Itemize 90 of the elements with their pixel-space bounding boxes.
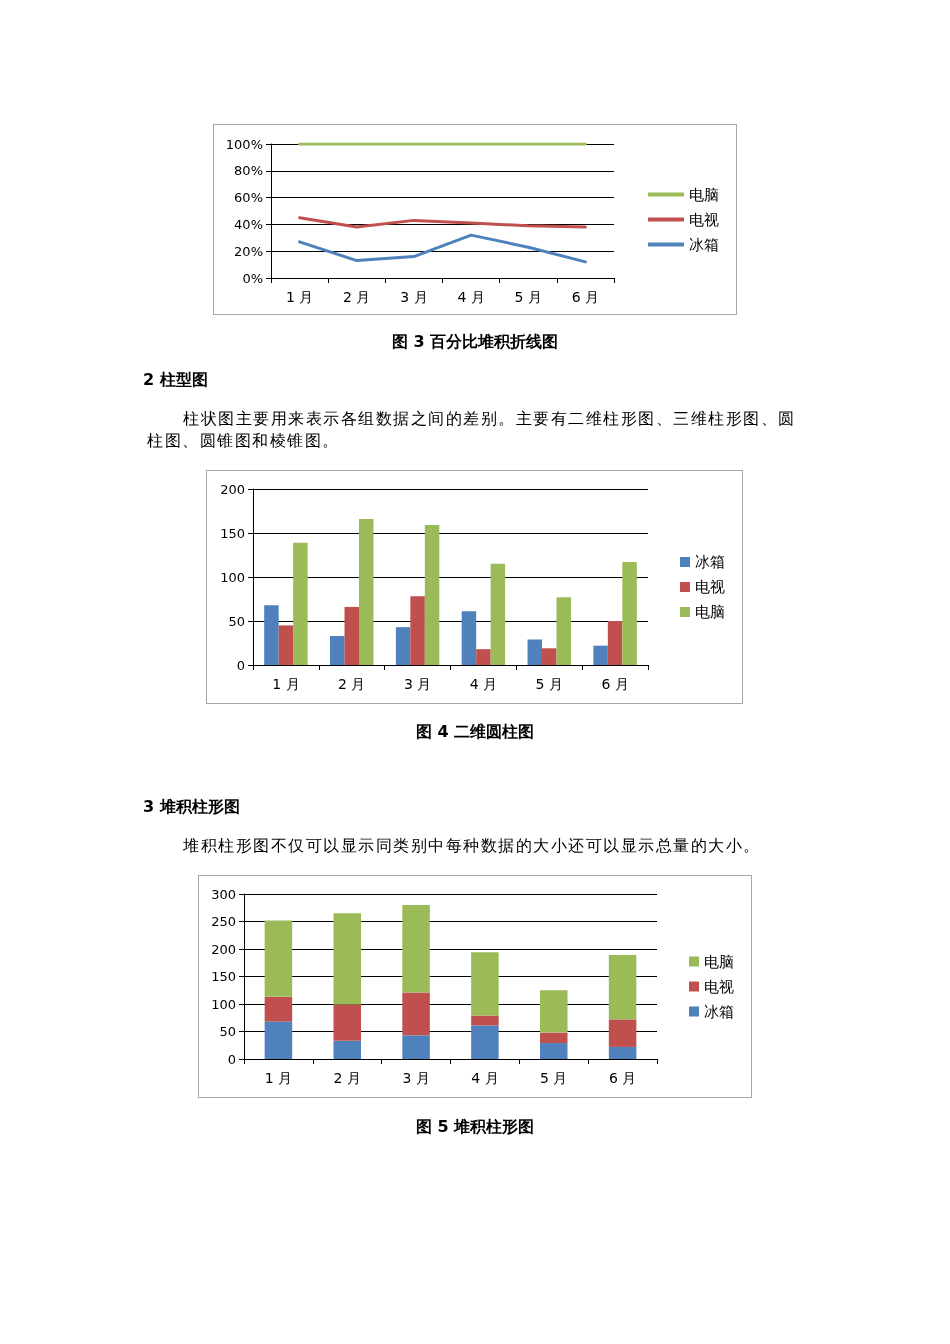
- x-tick-label: 4 月: [457, 289, 485, 305]
- x-tick-label: 2 月: [338, 676, 366, 692]
- text: 3 堆积柱形图: [143, 797, 240, 818]
- bar: [293, 542, 308, 665]
- y-tick-label: 300: [211, 886, 236, 902]
- x-tick-label: 3 月: [402, 1070, 430, 1086]
- bar: [461, 611, 477, 665]
- x-tick-label: 3 月: [400, 289, 428, 305]
- line-series: [298, 216, 587, 229]
- legend-label: 电视: [695, 578, 725, 596]
- y-tick-label: 50: [219, 1024, 236, 1039]
- bar: [539, 1043, 568, 1059]
- y-tick-label: 200: [211, 941, 236, 957]
- x-tick-label: 6 月: [571, 289, 600, 305]
- x-tick-label: 4 月: [469, 676, 498, 692]
- legend-label: 电脑: [689, 185, 719, 204]
- y-tick-label: 150: [211, 969, 236, 984]
- legend-label: 电脑: [704, 952, 734, 971]
- y-tick-label: 50: [228, 613, 245, 629]
- bar: [490, 563, 506, 665]
- legend-label: 冰箱: [695, 553, 725, 571]
- bar: [622, 562, 637, 665]
- bar: [333, 1040, 362, 1059]
- bar: [593, 645, 608, 665]
- text: 2 柱型图: [143, 370, 208, 391]
- x-tick-label: 4 月: [471, 1070, 499, 1086]
- x-tick-label: 5 月: [535, 676, 563, 692]
- x-tick-label: 1 月: [285, 289, 314, 305]
- bar: [608, 1046, 637, 1059]
- bar: [527, 639, 543, 665]
- bar: [333, 1004, 362, 1041]
- legend-label: 冰箱: [689, 235, 719, 254]
- bar: [344, 606, 359, 665]
- y-tick-label: 40%: [234, 216, 263, 232]
- x-tick-label: 6 月: [601, 676, 629, 692]
- text: 图 5 堆积柱形图: [414, 1117, 536, 1138]
- bar: [539, 1032, 568, 1044]
- bar: [539, 990, 568, 1033]
- bar: [471, 1025, 499, 1059]
- bar: [358, 518, 374, 665]
- text: 柱状图主要用来表示各组数据之间的差别。主要有二维柱形图、三维柱形图、圆柱图、圆锥图和棱锥图。: [147, 408, 797, 452]
- legend-label: 电视: [689, 210, 719, 229]
- bar: [607, 621, 623, 665]
- bar: [264, 920, 293, 997]
- bar: [333, 913, 362, 1005]
- legend-label: 电脑: [695, 603, 725, 621]
- bar: [264, 605, 279, 665]
- x-tick-label: 2 月: [343, 289, 371, 305]
- bar: [476, 649, 491, 665]
- bar: [542, 648, 557, 665]
- x-tick-label: 5 月: [514, 289, 542, 305]
- legend-label: 电视: [704, 977, 734, 996]
- bar: [402, 1035, 430, 1059]
- line-series: [298, 233, 587, 264]
- x-tick-label: 1 月: [264, 1070, 293, 1086]
- legend-label: 冰箱: [704, 1002, 734, 1021]
- y-tick-label: 250: [211, 914, 236, 929]
- y-tick-label: 60%: [234, 190, 263, 206]
- y-tick-label: 0%: [242, 270, 263, 286]
- bar: [556, 597, 571, 665]
- text: 图 3 百分比堆积折线图: [390, 332, 560, 353]
- x-tick-label: 3 月: [403, 676, 432, 692]
- y-tick-label: 100%: [225, 136, 263, 152]
- bar: [471, 1015, 499, 1026]
- y-tick-label: 0: [236, 657, 245, 673]
- bar: [471, 952, 499, 1016]
- bar: [330, 635, 345, 665]
- y-tick-label: 100: [220, 569, 245, 585]
- bar: [410, 596, 425, 665]
- bar: [402, 905, 430, 993]
- bar: [608, 1019, 637, 1047]
- x-tick-label: 2 月: [333, 1070, 361, 1086]
- text: 图 4 二维圆柱图: [414, 722, 536, 743]
- x-tick-label: 1 月: [272, 676, 300, 692]
- bar: [608, 955, 637, 1020]
- bar: [264, 1021, 293, 1059]
- x-tick-label: 5 月: [540, 1070, 568, 1086]
- y-tick-label: 0: [227, 1051, 236, 1067]
- y-tick-label: 80%: [234, 163, 263, 179]
- y-tick-label: 150: [220, 525, 245, 541]
- y-tick-label: 20%: [234, 243, 263, 259]
- y-tick-label: 100: [211, 996, 236, 1012]
- text: 堆积柱形图不仅可以显示同类别中每种数据的大小还可以显示总量的大小。: [182, 835, 762, 857]
- bar: [278, 625, 294, 665]
- y-tick-label: 200: [220, 481, 245, 497]
- bar: [264, 996, 293, 1022]
- bar: [395, 627, 411, 665]
- x-tick-label: 6 月: [608, 1070, 637, 1086]
- bar: [424, 525, 440, 665]
- bar: [402, 992, 430, 1036]
